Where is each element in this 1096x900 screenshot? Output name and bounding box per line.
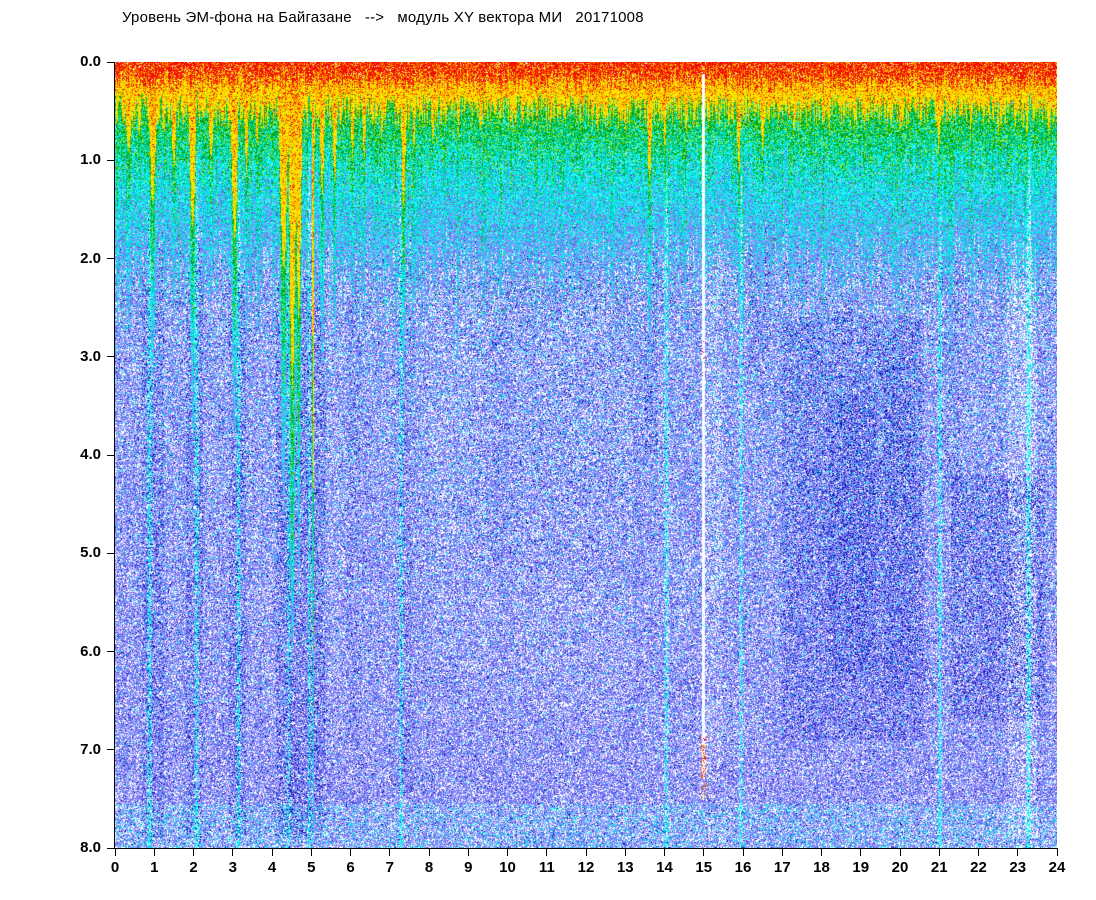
y-tick-label: 5.0 — [80, 544, 101, 562]
x-tick — [428, 849, 430, 856]
x-tick — [781, 849, 783, 856]
x-tick — [703, 849, 705, 856]
y-tick — [107, 749, 114, 751]
x-tick-label: 11 — [538, 859, 555, 876]
y-tick — [107, 454, 114, 456]
x-tick-label: 0 — [110, 859, 120, 876]
x-tick — [1056, 849, 1058, 856]
y-axis-line — [114, 62, 115, 849]
x-tick-label: 23 — [1009, 859, 1027, 876]
x-tick — [1017, 849, 1019, 856]
x-tick-label: 9 — [464, 859, 473, 876]
x-tick — [664, 849, 665, 856]
y-tick — [107, 651, 114, 652]
y-tick-label: 6.0 — [80, 642, 101, 660]
x-tick-label: 10 — [499, 859, 516, 876]
x-tick-label: 17 — [773, 859, 791, 876]
x-tick-label: 24 — [1048, 859, 1066, 876]
x-tick-label: 3 — [228, 859, 237, 876]
x-tick-label: 19 — [852, 859, 870, 876]
x-tick — [350, 849, 351, 856]
x-tick — [860, 849, 862, 856]
y-tick-label: 3.0 — [80, 347, 101, 365]
x-tick-label: 21 — [930, 859, 948, 876]
y-tick — [107, 356, 114, 358]
x-tick — [978, 849, 979, 856]
y-tick — [107, 552, 114, 554]
x-tick-label: 22 — [970, 859, 987, 876]
x-tick-label: 8 — [424, 859, 434, 876]
x-tick — [193, 849, 194, 856]
x-tick — [938, 849, 940, 856]
x-tick-label: 18 — [813, 859, 830, 876]
x-tick-label: 4 — [267, 859, 277, 876]
y-tick-label: 2.0 — [80, 249, 101, 267]
spectrogram-canvas — [115, 62, 1057, 848]
y-tick-label: 4.0 — [80, 446, 101, 463]
y-tick-label: 7.0 — [80, 740, 101, 758]
x-tick — [114, 849, 116, 856]
x-tick — [585, 849, 587, 856]
x-tick — [389, 849, 391, 856]
x-tick-label: 12 — [577, 859, 595, 876]
x-tick — [624, 849, 626, 856]
x-tick-label: 2 — [189, 859, 198, 876]
x-tick — [467, 849, 469, 856]
x-tick — [232, 849, 234, 856]
y-tick-label: 1.0 — [80, 151, 101, 169]
y-tick-label: 0.0 — [80, 53, 101, 70]
y-tick — [107, 258, 114, 259]
x-tick — [546, 849, 548, 856]
x-tick — [821, 849, 822, 856]
x-tick-label: 7 — [385, 859, 394, 876]
x-tick — [507, 849, 508, 856]
x-tick — [153, 849, 155, 856]
x-tick — [310, 849, 312, 856]
x-tick — [271, 849, 273, 856]
x-axis-line — [114, 848, 1058, 849]
x-tick-label: 15 — [695, 859, 713, 876]
y-tick — [107, 847, 114, 849]
x-tick-label: 16 — [734, 859, 752, 876]
x-tick-label: 13 — [616, 859, 634, 876]
chart-title: Уровень ЭМ-фона на Байгазане --> модуль … — [122, 9, 644, 26]
x-tick-label: 14 — [656, 859, 673, 876]
x-tick-label: 5 — [307, 859, 316, 876]
y-tick-label: 8.0 — [80, 839, 101, 856]
y-tick — [107, 159, 114, 161]
x-tick-label: 6 — [346, 859, 355, 876]
y-tick — [107, 61, 114, 63]
x-tick-label: 1 — [150, 859, 159, 876]
x-tick — [899, 849, 901, 856]
x-tick — [742, 849, 744, 856]
x-tick-label: 20 — [891, 859, 909, 876]
